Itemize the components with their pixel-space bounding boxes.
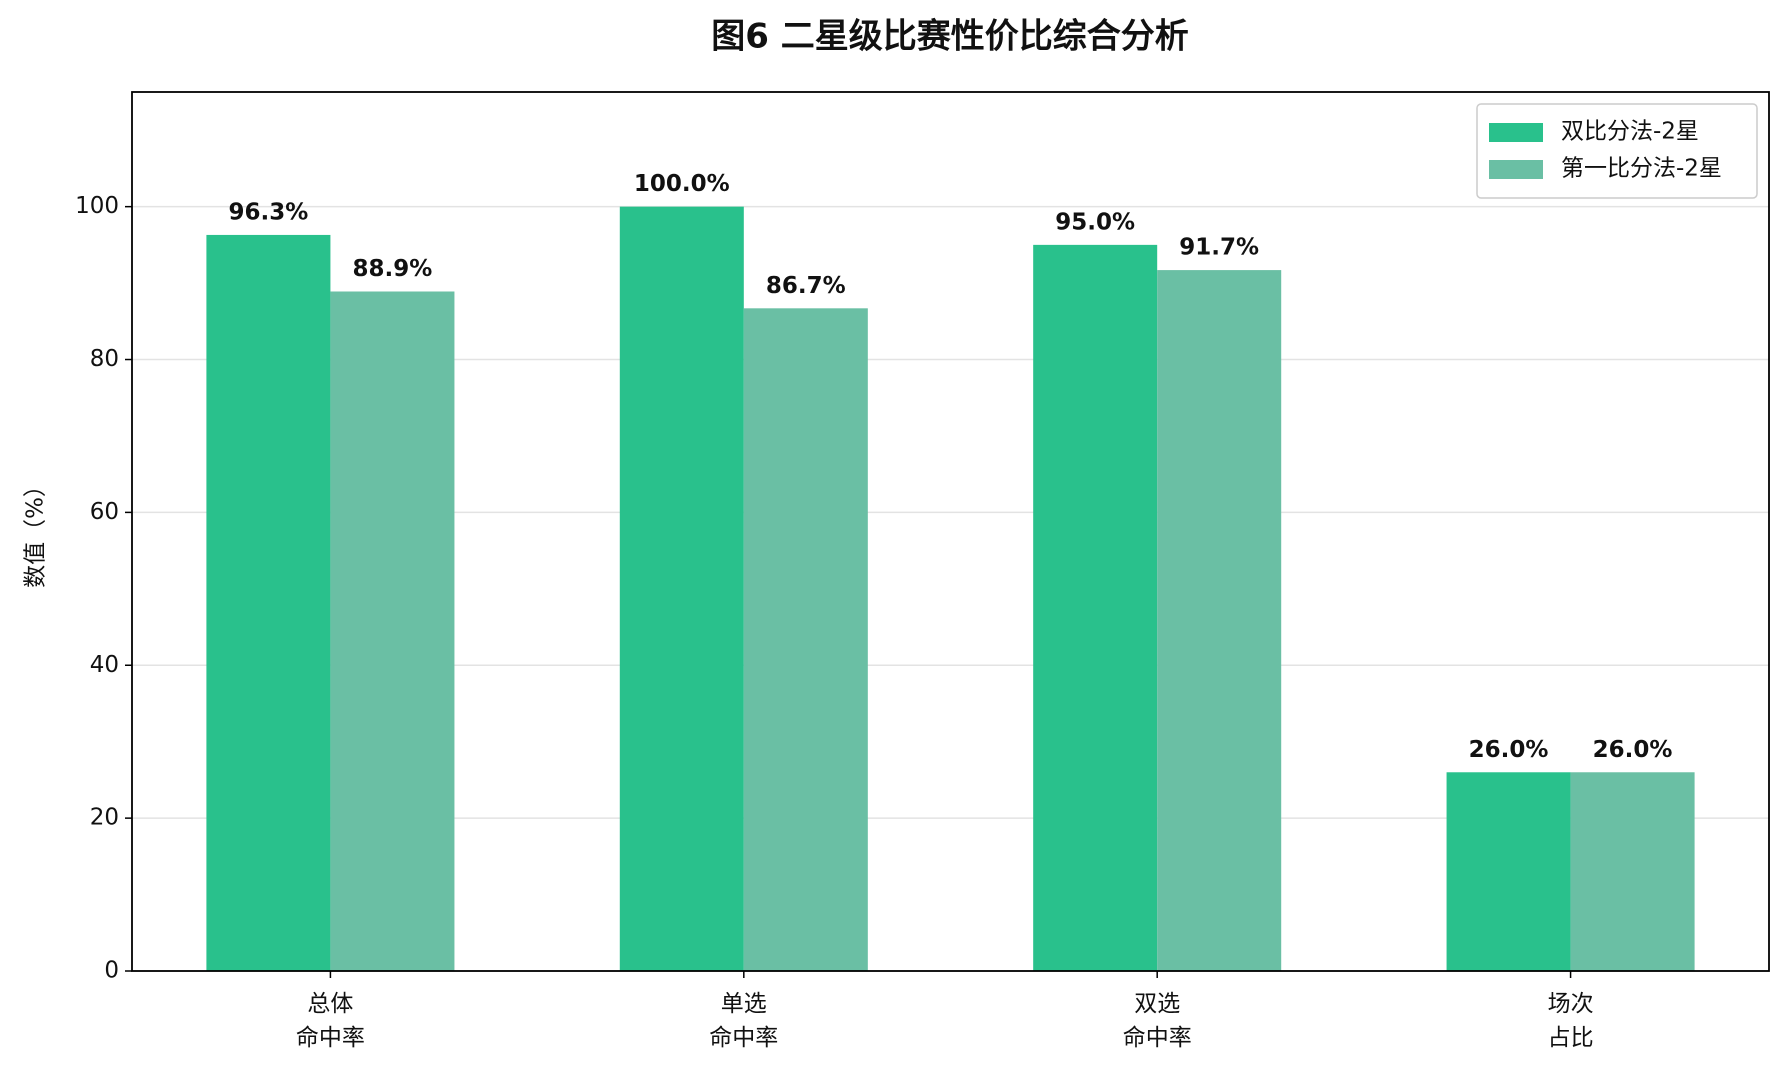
y-tick-label: 0 bbox=[104, 958, 119, 984]
value-label: 100.0% bbox=[634, 171, 730, 197]
legend-box bbox=[1476, 103, 1758, 199]
value-label: 96.3% bbox=[229, 199, 309, 225]
plot-frame bbox=[131, 91, 1770, 972]
legend-label: 双比分法-2星 bbox=[1561, 119, 1699, 145]
value-label: 26.0% bbox=[1469, 737, 1549, 763]
x-tick-label: 总体命中率 bbox=[296, 991, 365, 1051]
legend-swatch bbox=[1489, 160, 1543, 179]
value-label: 91.7% bbox=[1179, 235, 1259, 261]
bar bbox=[619, 206, 744, 972]
y-tick-label: 80 bbox=[90, 346, 119, 372]
bar bbox=[1446, 772, 1571, 971]
y-tick-label: 100 bbox=[75, 193, 119, 219]
y-tick-label: 20 bbox=[90, 805, 119, 831]
value-label: 95.0% bbox=[1055, 209, 1135, 235]
bar bbox=[743, 308, 868, 971]
value-label: 88.9% bbox=[353, 256, 433, 282]
bar bbox=[206, 234, 331, 971]
bar bbox=[1570, 772, 1695, 971]
x-tick-label: 双选命中率 bbox=[1123, 991, 1192, 1051]
bar bbox=[330, 291, 455, 972]
legend-swatch bbox=[1489, 123, 1543, 142]
y-tick-label: 40 bbox=[90, 652, 119, 678]
chart-title: 图6 二星级比赛性价比综合分析 bbox=[711, 17, 1189, 57]
value-label: 26.0% bbox=[1593, 737, 1673, 763]
x-tick-label: 场次占比 bbox=[1548, 991, 1594, 1051]
legend-label: 第一比分法-2星 bbox=[1561, 156, 1722, 182]
bar bbox=[1033, 244, 1158, 971]
bar bbox=[1157, 270, 1282, 972]
value-label: 86.7% bbox=[766, 273, 846, 299]
y-tick-label: 60 bbox=[90, 499, 119, 525]
y-axis-label: 数值（%） bbox=[23, 474, 49, 588]
x-tick-label: 单选命中率 bbox=[709, 991, 778, 1051]
